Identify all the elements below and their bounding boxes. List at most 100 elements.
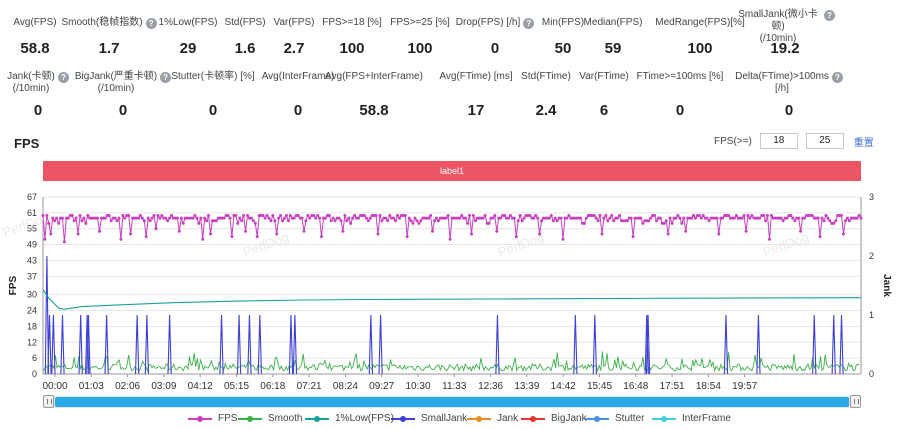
fps-point: [618, 214, 621, 217]
fps-point: [670, 221, 674, 225]
fps-point: [109, 219, 113, 223]
fps-point: [516, 219, 520, 223]
help-icon[interactable]: ?: [145, 18, 157, 29]
fps-point: [553, 216, 557, 220]
y2-axis-label: Jank: [881, 274, 892, 297]
fps-point: [701, 214, 705, 217]
fps-point: [170, 214, 173, 217]
smalljank-spike: [573, 314, 578, 375]
fps-point: [49, 232, 53, 236]
help-icon[interactable]: ?: [160, 72, 172, 83]
fps-point: [536, 216, 540, 220]
fps-point: [664, 219, 668, 223]
fps-point: [493, 214, 497, 217]
x-tick-label: 03:09: [151, 381, 176, 392]
fps-point: [277, 216, 281, 220]
fps-point: [57, 221, 61, 225]
help-icon[interactable]: ?: [57, 72, 69, 83]
legend-swatch-icon: [305, 415, 329, 423]
metric-15: Avg(InterFrame) 0: [248, 71, 348, 119]
fps-point: [271, 214, 275, 217]
legend-item-fps[interactable]: FPS: [188, 413, 237, 424]
fps-point: [415, 219, 419, 223]
fps-point: [397, 216, 401, 220]
fps-point: [353, 214, 357, 217]
help-icon[interactable]: ?: [824, 10, 835, 21]
help-icon[interactable]: ?: [523, 18, 535, 29]
metric-label-text: Avg(FTime) [ms]: [439, 71, 513, 82]
fps-point: [62, 240, 66, 244]
fps-point: [766, 214, 769, 217]
smalljank-spike: [47, 314, 52, 375]
slider-left-handle[interactable]: [43, 395, 54, 408]
legend-item-interframe[interactable]: InterFrame: [652, 413, 731, 424]
slider-range-fill[interactable]: [55, 397, 849, 407]
metric-value: 2.4: [535, 102, 557, 119]
fps-point: [70, 214, 74, 217]
metric-value: 58.8: [359, 102, 389, 119]
legend-item-jank[interactable]: Jank: [467, 413, 518, 424]
legend-item-smalljank[interactable]: SmallJank: [391, 413, 467, 424]
legend-swatch-icon: [521, 415, 545, 423]
fps-point: [374, 214, 378, 217]
y-tick-label: 24: [27, 306, 37, 316]
fps-point: [380, 219, 384, 223]
metric-21: Delta(FTime)>100ms [/h]? 0: [735, 71, 843, 119]
fps-point: [797, 216, 801, 220]
metric-10: MedRange(FPS)[%] 100: [650, 17, 750, 57]
label-bar[interactable]: label1: [43, 161, 861, 181]
fps-point: [222, 216, 226, 220]
fps-point: [405, 235, 409, 239]
legend-item-bigjank[interactable]: BigJank: [521, 413, 587, 424]
metric-label: Avg(FTime) [ms]: [426, 71, 526, 83]
fps-threshold-2-input[interactable]: 25: [805, 133, 844, 149]
legend-item-stutter[interactable]: Stutter: [585, 413, 644, 424]
metric-label-text: Avg(FPS): [13, 17, 57, 28]
y-tick-label: 0: [32, 369, 37, 379]
fps-point: [127, 214, 131, 217]
metric-11: SmallJank(微小卡顿) (/10min)? 19.2: [735, 9, 835, 57]
fps-point: [251, 219, 255, 223]
fps-point: [473, 219, 477, 223]
metric-3: Std(FPS) 1.6: [195, 17, 295, 57]
reset-link[interactable]: 重置: [853, 137, 874, 149]
time-range-slider[interactable]: [43, 395, 861, 408]
fps-point: [407, 216, 411, 220]
fps-point: [199, 216, 203, 220]
fps-point: [641, 221, 645, 225]
fps-point: [197, 221, 201, 225]
y-tick-label: 67: [27, 192, 37, 202]
fps-point: [123, 216, 127, 220]
legend-item-low1[interactable]: 1%Low(FPS): [305, 413, 394, 424]
fps-point: [762, 214, 766, 217]
help-icon[interactable]: ?: [831, 72, 843, 83]
fps-point: [600, 232, 604, 236]
fps-point: [429, 214, 433, 217]
fps-point: [610, 214, 614, 217]
fps-point: [631, 235, 635, 239]
y-tick-label: 30: [27, 290, 37, 300]
fps-point: [508, 214, 512, 217]
fps-threshold-1-input[interactable]: 18: [759, 133, 798, 149]
fps-point: [446, 214, 450, 217]
fps-point: [261, 214, 265, 217]
fps-point: [150, 216, 154, 220]
metric-9: Median(FPS) 59: [563, 17, 663, 57]
fps-point: [121, 214, 125, 217]
y2-tick-label: 2: [869, 251, 874, 261]
smalljank-spike: [51, 314, 56, 375]
slider-right-handle[interactable]: [850, 395, 861, 408]
smalljank-spike: [167, 314, 172, 375]
legend-item-smooth[interactable]: Smooth: [238, 413, 302, 424]
metric-label: BigJank(严重卡顿) (/10min)?: [73, 71, 173, 95]
x-tick-label: 17:51: [660, 381, 685, 392]
metric-label-text: Var(FPS): [273, 17, 315, 28]
fps-point: [51, 216, 55, 220]
fps-point: [283, 216, 286, 220]
fps-point: [789, 214, 793, 217]
x-tick-label: 15:45: [587, 381, 612, 392]
fps-point: [244, 229, 248, 233]
fps-point: [226, 214, 230, 217]
fps-point: [491, 216, 495, 220]
